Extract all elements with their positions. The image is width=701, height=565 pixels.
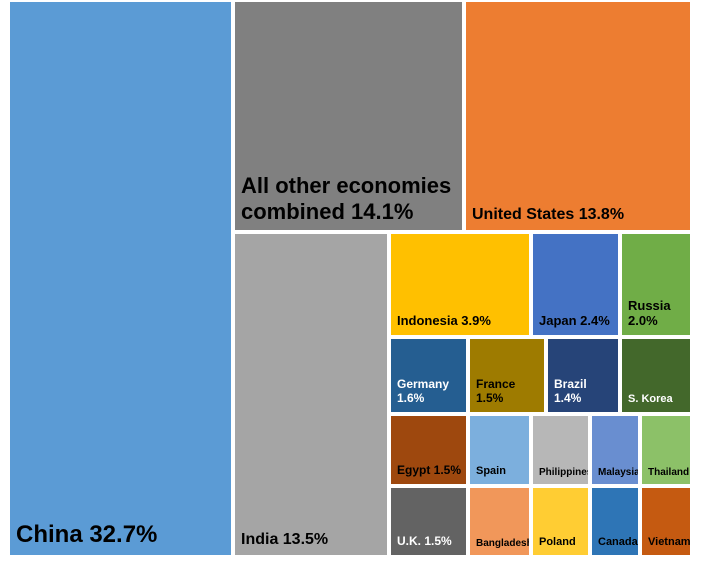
treemap-tile-label-malaysia: Malaysia bbox=[598, 466, 640, 478]
treemap-tile-label-philippines: Philippines bbox=[539, 466, 590, 478]
treemap-tile-vietnam: Vietnam bbox=[640, 486, 692, 557]
treemap-tile-label-india: India 13.5% bbox=[241, 530, 329, 548]
treemap-tile-label-france: France 1.5% bbox=[476, 377, 516, 406]
treemap-tile-label-egypt: Egypt 1.5% bbox=[397, 463, 462, 478]
treemap-tile-us: United States 13.8% bbox=[464, 0, 692, 232]
treemap-tile-france: France 1.5% bbox=[468, 337, 546, 414]
treemap-tile-label-spain: Spain bbox=[476, 465, 506, 478]
treemap-tile-other: All other economies combined 14.1% bbox=[233, 0, 464, 232]
treemap-tile-label-canada: Canada bbox=[598, 536, 638, 549]
treemap-tile-russia: Russia 2.0% bbox=[620, 232, 692, 337]
treemap-tile-japan: Japan 2.4% bbox=[531, 232, 620, 337]
treemap-tile-label-skorea: S. Korea bbox=[628, 393, 673, 406]
treemap-tile-label-poland: Poland bbox=[539, 536, 576, 549]
treemap-tile-china: China 32.7% bbox=[8, 0, 233, 557]
treemap-tile-label-brazil: Brazil 1.4% bbox=[554, 377, 587, 406]
treemap-tile-label-russia: Russia 2.0% bbox=[628, 298, 671, 329]
treemap-tile-india: India 13.5% bbox=[233, 232, 389, 557]
treemap-tile-canada: Canada bbox=[590, 486, 640, 557]
treemap-tile-spain: Spain bbox=[468, 414, 531, 486]
treemap-tile-label-uk: U.K. 1.5% bbox=[397, 534, 452, 549]
treemap-tile-germany: Germany 1.6% bbox=[389, 337, 468, 414]
treemap-tile-label-indonesia: Indonesia 3.9% bbox=[397, 313, 491, 329]
treemap-tile-poland: Poland bbox=[531, 486, 590, 557]
treemap-tile-egypt: Egypt 1.5% bbox=[389, 414, 468, 486]
treemap-tile-label-vietnam: Vietnam bbox=[648, 536, 691, 549]
treemap-tile-label-germany: Germany 1.6% bbox=[397, 377, 450, 406]
treemap-tile-malaysia: Malaysia bbox=[590, 414, 640, 486]
treemap-tile-label-japan: Japan 2.4% bbox=[539, 313, 610, 329]
treemap-tile-label-bangladesh: Bangladesh bbox=[476, 537, 531, 549]
treemap-tile-philippines: Philippines bbox=[531, 414, 590, 486]
treemap-tile-skorea: S. Korea bbox=[620, 337, 692, 414]
treemap-tile-label-thailand: Thailand bbox=[648, 466, 690, 478]
treemap-tile-bangladesh: Bangladesh bbox=[468, 486, 531, 557]
treemap-tile-indonesia: Indonesia 3.9% bbox=[389, 232, 531, 337]
treemap-tile-label-other: All other economies combined 14.1% bbox=[241, 173, 452, 224]
treemap-tile-label-china: China 32.7% bbox=[16, 521, 158, 549]
treemap-tile-brazil: Brazil 1.4% bbox=[546, 337, 620, 414]
treemap-tile-thailand: Thailand bbox=[640, 414, 692, 486]
treemap-tile-uk: U.K. 1.5% bbox=[389, 486, 468, 557]
treemap-tile-label-us: United States 13.8% bbox=[472, 205, 625, 223]
